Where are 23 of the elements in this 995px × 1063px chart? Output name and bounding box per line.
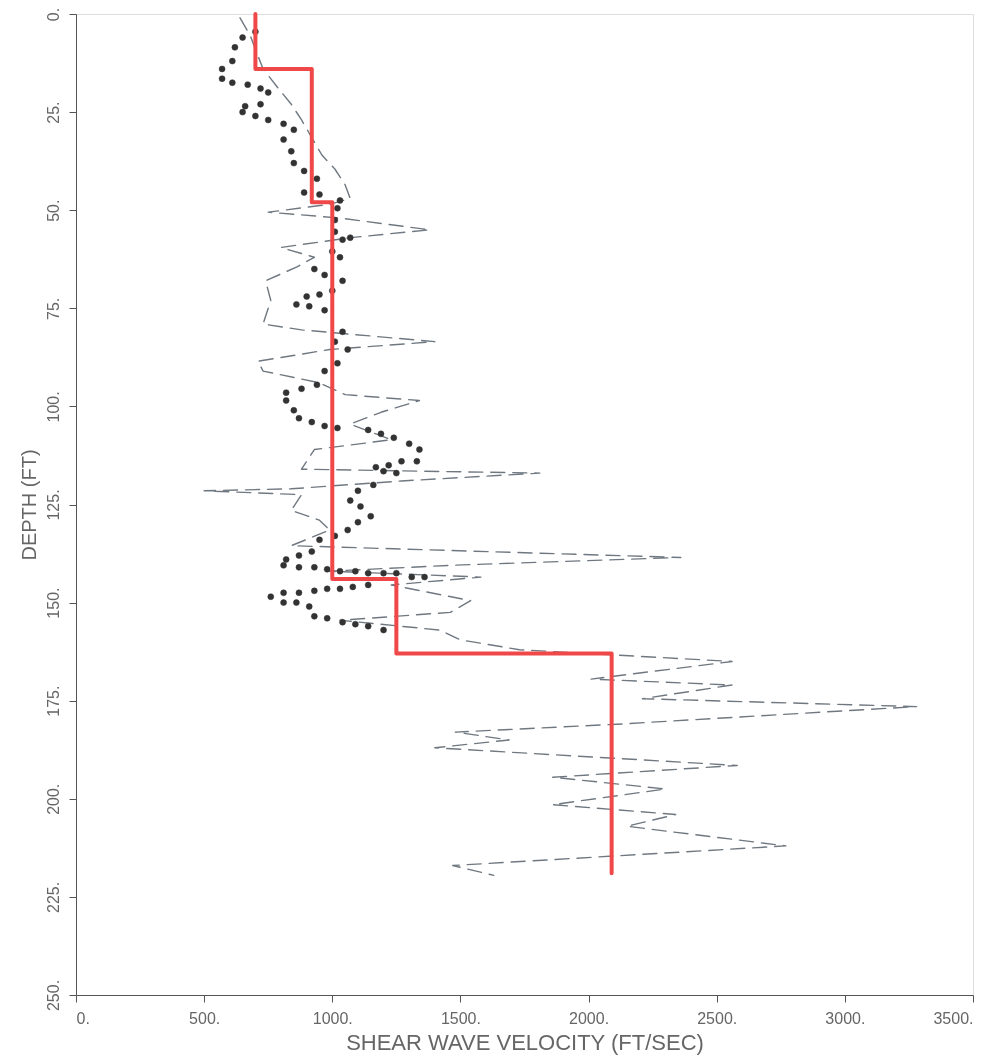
x-tick-label: 500.	[189, 1009, 221, 1027]
x-tick-label: 3000.	[825, 1009, 866, 1027]
line-series	[253, 12, 614, 876]
x-tick-label: 1500.	[440, 1009, 481, 1027]
y-tick-label: 75.	[44, 297, 62, 320]
y-tick-label: 250.	[44, 979, 62, 1012]
x-axis-title: SHEAR WAVE VELOCITY (FT/SEC)	[346, 1029, 704, 1055]
y-tick-label: 150.	[44, 587, 62, 619]
y-tick-label: 125.	[44, 489, 62, 521]
y-tick-label: 225.	[44, 881, 62, 913]
y-tick-label: 0.	[44, 7, 62, 22]
y-tick-label: 175.	[44, 685, 62, 717]
y-tick-label: 200.	[44, 783, 62, 815]
x-tick-label: 0.	[76, 1009, 90, 1027]
y-tick-label: 25.	[44, 101, 62, 124]
y-tick-label: 50.	[44, 199, 62, 222]
y-tick-label: 100.	[44, 391, 62, 423]
x-tick-label: 3500.	[933, 1009, 974, 1027]
x-tick-label: 1000.	[312, 1009, 353, 1027]
y-axis-title: DEPTH (FT)	[17, 449, 40, 561]
x-tick-label: 2000.	[569, 1009, 610, 1027]
line-series	[203, 17, 918, 877]
x-tick-label: 2500.	[697, 1009, 738, 1027]
